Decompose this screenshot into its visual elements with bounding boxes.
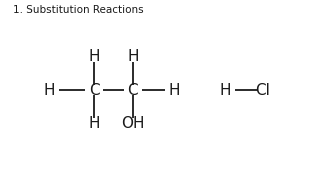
Text: H: H [89,116,100,131]
Text: H: H [169,82,180,98]
Text: H: H [220,82,231,98]
Text: OH: OH [121,116,145,131]
Text: C: C [89,82,100,98]
Text: H: H [44,82,55,98]
Text: H: H [89,49,100,64]
Text: C: C [127,82,138,98]
Text: Cl: Cl [255,82,270,98]
Text: H: H [127,49,139,64]
Text: 1. Substitution Reactions: 1. Substitution Reactions [13,5,143,15]
